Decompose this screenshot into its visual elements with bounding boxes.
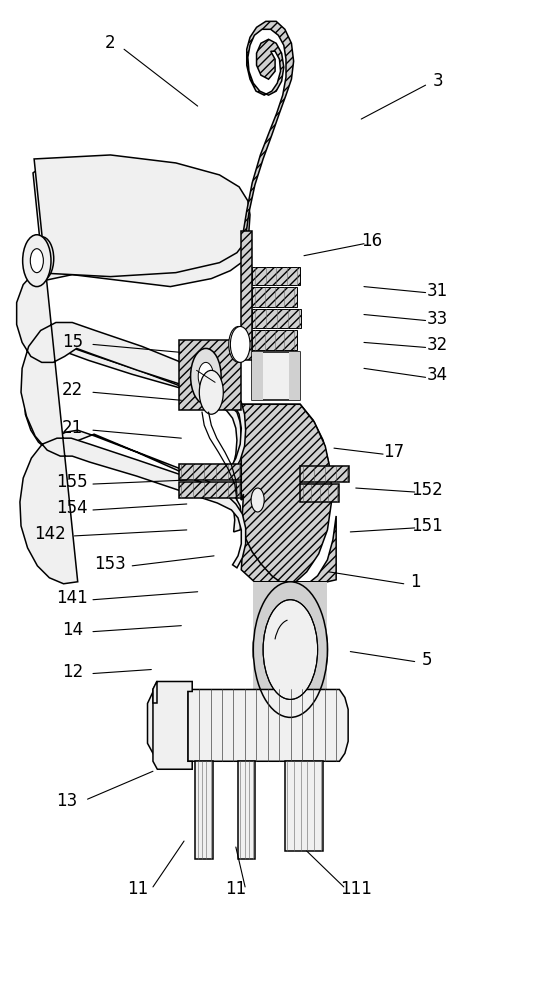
Text: 11: 11: [225, 880, 247, 898]
Text: 34: 34: [427, 366, 448, 384]
Circle shape: [35, 247, 48, 271]
Polygon shape: [241, 404, 332, 588]
Text: 17: 17: [384, 443, 404, 461]
Text: 13: 13: [56, 792, 77, 810]
Text: 3: 3: [432, 72, 443, 90]
Text: 151: 151: [411, 517, 443, 535]
Polygon shape: [16, 155, 250, 584]
Polygon shape: [147, 689, 199, 755]
Polygon shape: [300, 466, 349, 482]
Text: 142: 142: [35, 525, 66, 543]
Circle shape: [30, 237, 54, 281]
Text: 15: 15: [62, 333, 83, 351]
Text: 31: 31: [427, 282, 448, 300]
Text: 111: 111: [340, 880, 372, 898]
Text: 2: 2: [105, 34, 116, 52]
Polygon shape: [289, 352, 300, 400]
Circle shape: [253, 582, 328, 717]
Circle shape: [30, 249, 43, 273]
Polygon shape: [243, 21, 294, 237]
Text: 33: 33: [427, 310, 448, 328]
Circle shape: [230, 326, 250, 362]
Polygon shape: [252, 287, 297, 307]
Circle shape: [191, 348, 221, 404]
Text: 21: 21: [61, 419, 83, 437]
Text: 153: 153: [95, 555, 126, 573]
Circle shape: [251, 488, 264, 512]
Text: 14: 14: [62, 621, 83, 639]
Text: 155: 155: [56, 473, 88, 491]
Circle shape: [22, 235, 51, 287]
Text: 141: 141: [56, 589, 88, 607]
Polygon shape: [179, 340, 241, 410]
Polygon shape: [253, 582, 328, 650]
Text: 22: 22: [61, 381, 83, 399]
Text: 1: 1: [410, 573, 421, 591]
Polygon shape: [300, 484, 339, 502]
Text: 152: 152: [411, 481, 443, 499]
Text: 11: 11: [127, 880, 149, 898]
Polygon shape: [285, 761, 323, 851]
Polygon shape: [153, 681, 157, 703]
Text: 5: 5: [421, 651, 432, 669]
Polygon shape: [196, 761, 213, 859]
Polygon shape: [252, 352, 263, 400]
Polygon shape: [179, 482, 241, 498]
Polygon shape: [252, 352, 300, 400]
Polygon shape: [19, 161, 248, 556]
Polygon shape: [252, 330, 297, 350]
Polygon shape: [253, 650, 328, 717]
Polygon shape: [241, 516, 336, 588]
Polygon shape: [241, 404, 329, 570]
Text: 16: 16: [362, 232, 383, 250]
Text: 12: 12: [61, 663, 83, 681]
Text: 32: 32: [427, 336, 448, 354]
Circle shape: [198, 362, 214, 390]
Circle shape: [263, 600, 318, 699]
Text: 154: 154: [56, 499, 88, 517]
Circle shape: [229, 326, 248, 362]
Polygon shape: [179, 689, 348, 761]
Polygon shape: [179, 464, 241, 480]
Circle shape: [199, 370, 223, 414]
Polygon shape: [252, 309, 301, 328]
Polygon shape: [252, 267, 300, 285]
Polygon shape: [238, 761, 255, 859]
Polygon shape: [241, 231, 252, 360]
Polygon shape: [153, 681, 192, 769]
